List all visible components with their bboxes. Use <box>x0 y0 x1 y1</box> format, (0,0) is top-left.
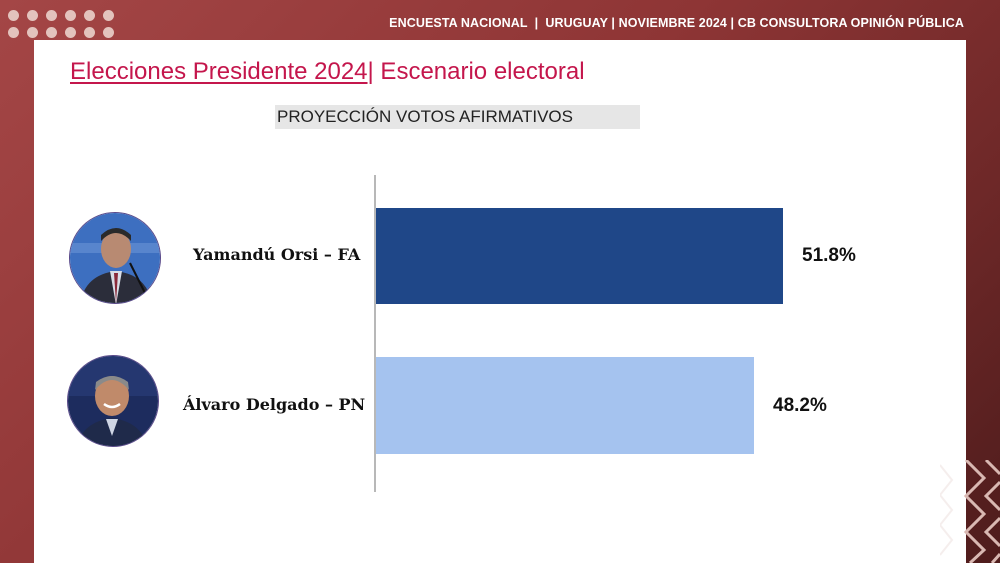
title-rest: | Escenario electoral <box>367 58 585 85</box>
person-photo-icon <box>68 356 158 446</box>
title-main: Elecciones Presidente 2024 <box>70 58 368 85</box>
person-photo-icon <box>70 213 160 303</box>
value-label-delgado: 48.2% <box>773 395 827 416</box>
avatar-delgado <box>67 355 159 447</box>
value-label-orsi: 51.8% <box>802 245 856 266</box>
chart-axis <box>374 175 376 492</box>
zigzag-decoration-icon <box>940 460 1000 563</box>
page-title: Elecciones Presidente 2024| Escenario el… <box>70 58 585 86</box>
avatar-orsi <box>69 212 161 304</box>
candidate-name-delgado: Álvaro Delgado – PN <box>183 395 366 414</box>
chart-subtitle: PROYECCIÓN VOTOS AFIRMATIVOS <box>275 105 640 129</box>
survey-header: ENCUESTA NACIONAL | URUGUAY | NOVIEMBRE … <box>389 16 964 30</box>
bar-delgado <box>376 357 754 454</box>
bar-orsi <box>376 208 783 304</box>
candidate-name-orsi: Yamandú Orsi – FA <box>193 245 361 264</box>
